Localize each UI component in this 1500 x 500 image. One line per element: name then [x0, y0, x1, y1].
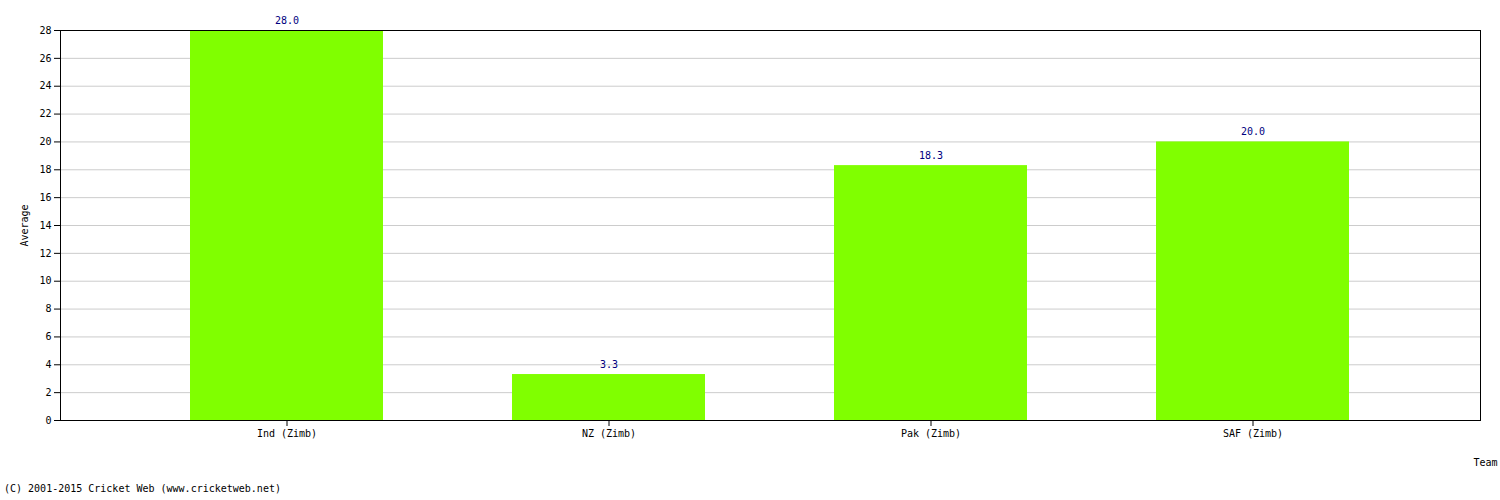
svg-text:Average: Average	[19, 204, 30, 246]
svg-text:8: 8	[45, 303, 51, 314]
svg-text:Pak (Zimb): Pak (Zimb)	[901, 428, 961, 439]
svg-text:Ind (Zimb): Ind (Zimb)	[257, 428, 317, 439]
svg-text:28: 28	[39, 25, 51, 36]
svg-text:24: 24	[39, 80, 51, 91]
svg-text:Team: Team	[1473, 457, 1497, 468]
svg-text:12: 12	[39, 248, 51, 259]
svg-text:20.0: 20.0	[1241, 126, 1265, 137]
svg-text:10: 10	[39, 275, 51, 286]
svg-text:18.3: 18.3	[919, 150, 943, 161]
svg-text:3.3: 3.3	[600, 359, 618, 370]
svg-text:NZ (Zimb): NZ (Zimb)	[582, 428, 636, 439]
svg-text:6: 6	[45, 331, 51, 342]
html-text:(C) 2001-2015 Cricket Web (www: (C) 2001-2015 Cricket Web (www.cricketwe…	[4, 483, 281, 494]
svg-text:22: 22	[39, 108, 51, 119]
svg-text:2: 2	[45, 387, 51, 398]
svg-text:0: 0	[45, 415, 51, 426]
svg-text:16: 16	[39, 192, 51, 203]
svg-text:18: 18	[39, 164, 51, 175]
svg-text:28.0: 28.0	[275, 15, 299, 26]
svg-text:14: 14	[39, 220, 51, 231]
svg-text:20: 20	[39, 136, 51, 147]
svg-text:4: 4	[45, 359, 51, 370]
svg-text:26: 26	[39, 53, 51, 64]
svg-text:SAF (Zimb): SAF (Zimb)	[1223, 428, 1283, 439]
